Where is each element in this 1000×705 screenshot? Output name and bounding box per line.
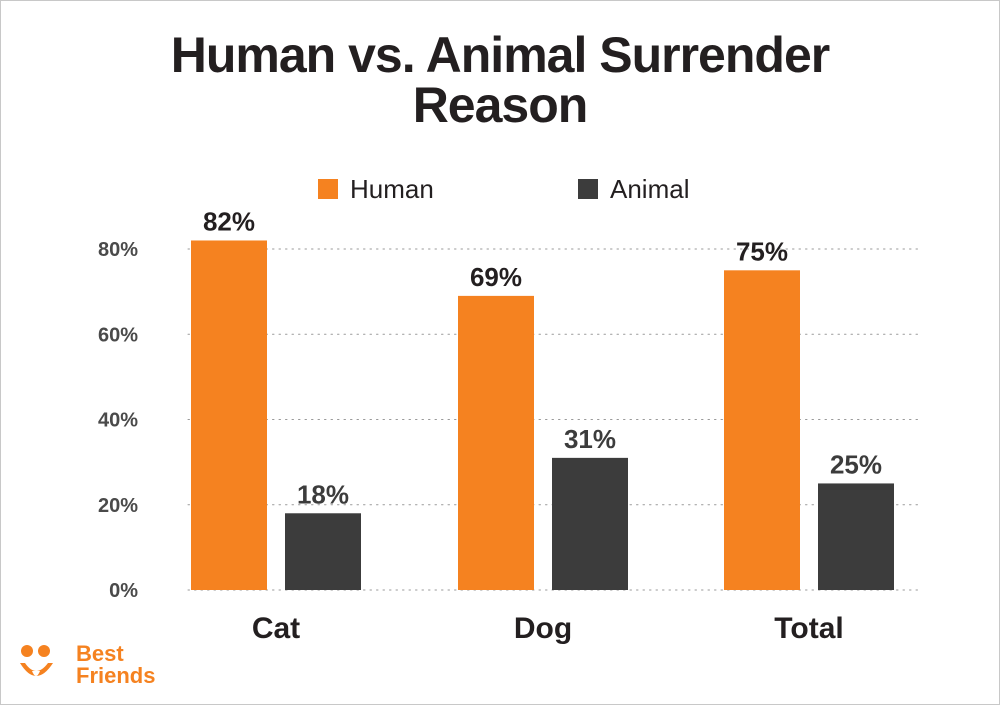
bar-cat-human — [191, 240, 267, 590]
chart-title-line-1: Human vs. Animal Surrender — [170, 27, 830, 83]
chart-title-line-2: Reason — [412, 77, 589, 133]
bar-dog-animal — [552, 457, 628, 590]
best-friends-logo-icon — [20, 645, 53, 676]
legend-item-animal: Animal — [578, 172, 689, 206]
data-label-cat-human: 82% — [203, 206, 255, 236]
x-category-label-cat: Cat — [252, 612, 300, 645]
data-label-dog-human: 69% — [470, 262, 522, 292]
y-tick-label-80: 80% — [98, 239, 138, 261]
logo-text-line-1: Best — [76, 641, 124, 666]
x-category-label-dog: Dog — [514, 612, 572, 645]
y-tick-label-60: 60% — [98, 324, 138, 346]
y-tick-label-20: 20% — [98, 495, 138, 517]
legend-item-human: Human — [318, 172, 434, 206]
data-label-total-animal: 25% — [830, 449, 882, 479]
bar-cat-animal — [285, 513, 361, 590]
bar-total-animal — [818, 483, 894, 590]
chart-title: Human vs. Animal Surrender Reason — [0, 30, 1000, 130]
bar-total-human — [724, 270, 800, 590]
chart-legend: Human Animal — [0, 172, 1000, 206]
data-label-dog-animal: 31% — [564, 424, 616, 454]
legend-label-human: Human — [350, 173, 434, 204]
legend-label-animal: Animal — [610, 173, 690, 204]
legend-swatch-animal — [578, 179, 598, 199]
best-friends-logo: Best Friends — [18, 640, 155, 690]
logo-text-line-2: Friends — [76, 663, 156, 688]
y-tick-label-40: 40% — [98, 410, 138, 432]
x-category-label-total: Total — [774, 612, 843, 645]
bar-dog-human — [458, 295, 534, 590]
y-tick-label-0: 0% — [109, 580, 138, 602]
best-friends-logo-text: Best Friends — [76, 643, 155, 687]
data-label-total-human: 75% — [736, 236, 788, 266]
legend-swatch-human — [318, 179, 338, 199]
data-label-cat-animal: 18% — [297, 479, 349, 509]
